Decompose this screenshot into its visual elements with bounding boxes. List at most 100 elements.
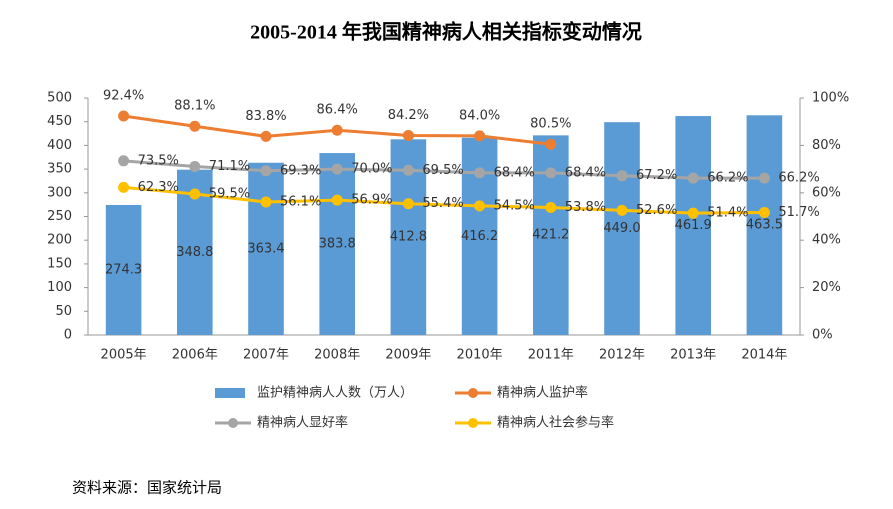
y-tick-label: 400	[47, 138, 72, 153]
x-tick-label: 2012年	[599, 348, 645, 363]
line-point	[189, 188, 201, 200]
line-point	[474, 200, 486, 212]
y-tick-label: 350	[47, 162, 72, 177]
legend-swatch	[468, 418, 478, 428]
x-tick-label: 2005年	[101, 348, 147, 363]
x-tick-label: 2011年	[528, 348, 574, 363]
line-value-label: 71.1%	[209, 159, 250, 174]
line-value-label: 80.5%	[530, 117, 571, 132]
line-point	[260, 130, 272, 142]
x-tick-label: 2007年	[243, 348, 289, 363]
line-point	[260, 165, 272, 177]
y2-tick-label: 80%	[812, 138, 841, 153]
line-point	[118, 110, 130, 122]
line-point	[616, 204, 628, 216]
line-value-label: 62.3%	[138, 180, 179, 195]
line-value-label: 52.6%	[636, 203, 677, 218]
line-value-label: 69.3%	[280, 163, 321, 178]
y-tick-label: 450	[47, 114, 72, 129]
line-point	[687, 172, 699, 184]
line-value-label: 73.5%	[138, 153, 179, 168]
line-value-label: 55.4%	[422, 196, 463, 211]
line-value-label: 68.4%	[565, 165, 606, 180]
line-value-label: 51.7%	[778, 205, 819, 220]
y-tick-label: 0	[64, 328, 72, 343]
x-tick-label: 2006年	[172, 348, 218, 363]
line-value-label: 86.4%	[317, 103, 358, 118]
legend-label: 精神病人监护率	[497, 385, 588, 401]
line	[123, 185, 765, 215]
line-value-label: 53.8%	[565, 200, 606, 215]
line-value-label: 69.5%	[422, 163, 463, 178]
bar	[746, 115, 783, 336]
bar-value-label: 461.9	[675, 218, 712, 233]
source-note: 资料来源：国家统计局	[72, 479, 222, 497]
line-point	[189, 160, 201, 172]
bar-value-label: 363.4	[247, 241, 284, 256]
bar	[248, 162, 284, 335]
chart-title: 2005-2014 年我国精神病人相关指标变动情况	[250, 20, 642, 44]
y2-tick-label: 100%	[812, 91, 849, 106]
y-tick-label: 50	[55, 304, 72, 319]
y2-tick-label: 0%	[812, 328, 833, 343]
bar-value-label: 449.0	[603, 221, 640, 236]
line-value-label: 83.8%	[245, 109, 286, 124]
line-point	[331, 163, 343, 175]
line-value-label: 66.2%	[778, 171, 819, 186]
line-point	[758, 206, 770, 218]
line-point	[402, 198, 414, 210]
y2-tick-label: 20%	[812, 280, 841, 295]
bar-value-label: 274.3	[105, 262, 142, 277]
line-value-label: 67.2%	[636, 168, 677, 183]
line-point	[331, 194, 343, 206]
line-point	[474, 130, 486, 142]
line-point	[331, 124, 343, 136]
line-point	[118, 181, 130, 193]
y-tick-label: 150	[47, 256, 72, 271]
line-point	[758, 172, 770, 184]
line-value-label: 66.2%	[707, 171, 748, 186]
line-point	[402, 129, 414, 141]
line-value-label: 56.1%	[280, 195, 321, 210]
y2-tick-label: 40%	[812, 233, 841, 248]
line-point	[118, 155, 130, 167]
line-point	[545, 201, 557, 213]
x-tick-label: 2009年	[385, 348, 431, 363]
bar	[105, 204, 142, 335]
line-value-label: 54.5%	[494, 198, 535, 213]
line	[123, 159, 765, 180]
y-tick-label: 200	[47, 233, 72, 248]
bar-value-label: 412.8	[390, 230, 427, 245]
line-point	[260, 196, 272, 208]
bar	[675, 116, 711, 335]
line-value-label: 59.5%	[209, 186, 250, 201]
line-point	[474, 167, 486, 179]
line-point	[545, 167, 557, 179]
legend-swatch	[215, 388, 245, 398]
x-tick-label: 2013年	[670, 348, 716, 363]
bar-value-label: 348.8	[176, 245, 213, 260]
line-point	[545, 138, 557, 150]
y-tick-label: 300	[47, 185, 72, 200]
line-value-label: 70.0%	[351, 162, 392, 177]
bar	[604, 122, 640, 335]
line-value-label: 92.4%	[103, 89, 144, 104]
line-value-label: 84.2%	[388, 108, 429, 123]
x-tick-label: 2010年	[457, 348, 503, 363]
line-value-label: 51.4%	[707, 206, 748, 221]
bar-value-label: 383.8	[319, 237, 356, 252]
bar-value-label: 463.5	[746, 218, 783, 233]
y2-tick-label: 60%	[812, 185, 841, 200]
bar	[319, 153, 355, 335]
line-value-label: 68.4%	[494, 165, 535, 180]
line-point	[687, 207, 699, 219]
y-tick-label: 100	[47, 280, 72, 295]
line-value-label: 56.9%	[351, 193, 392, 208]
bar-value-label: 421.2	[532, 228, 569, 243]
line-value-label: 84.0%	[459, 108, 500, 123]
bar-value-label: 416.2	[461, 229, 498, 244]
legend-swatch	[468, 388, 478, 398]
legend-swatch	[228, 418, 238, 428]
y-tick-label: 500	[47, 91, 72, 106]
